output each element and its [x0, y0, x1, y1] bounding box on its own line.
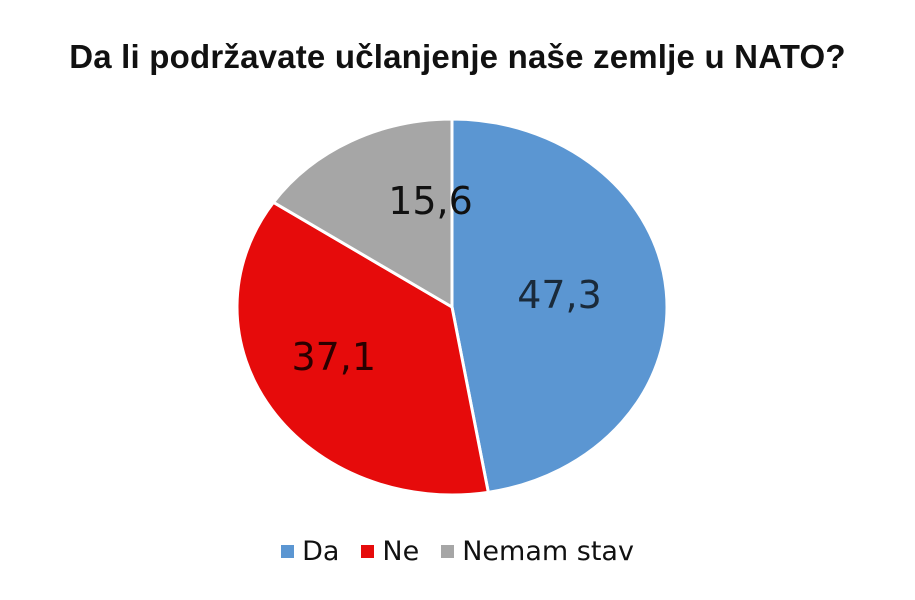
legend-label: Ne — [382, 536, 420, 567]
legend-swatch — [281, 545, 295, 558]
legend-item-nemam-stav: Nemam stav — [441, 536, 634, 567]
pie-slice-ne — [235, 200, 491, 497]
data-label-ne: 37,1 — [291, 335, 376, 379]
legend-label: Da — [302, 536, 340, 567]
legend-swatch — [361, 545, 375, 558]
data-label-nemam-stav: 15,6 — [388, 179, 473, 223]
chart-legend: Da Ne Nemam stav — [0, 536, 915, 567]
legend-item-da: Da — [281, 536, 339, 567]
pie-labels: 47,3 37,1 15,6 — [291, 179, 601, 379]
legend-label: Nemam stav — [462, 536, 634, 567]
legend-item-ne: Ne — [361, 536, 419, 567]
data-label-da: 47,3 — [517, 273, 602, 317]
pie-slice-nemam-stav — [271, 117, 454, 310]
pie-slice-da — [450, 117, 669, 494]
pie-slices — [235, 117, 669, 497]
chart-title: Da li podržavate učlanjenje naše zemlje … — [69, 38, 846, 75]
legend-swatch — [441, 545, 455, 558]
